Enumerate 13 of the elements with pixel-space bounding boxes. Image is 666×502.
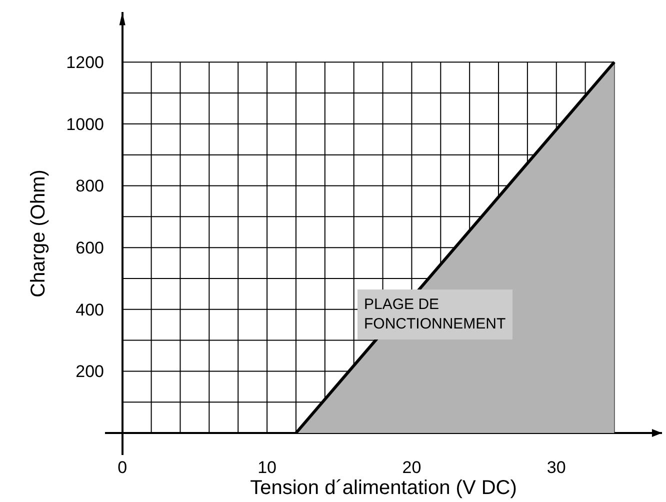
- y-tick-label: 400: [76, 300, 104, 320]
- x-tick-label: 10: [258, 458, 276, 477]
- y-tick-label: 1200: [66, 53, 104, 72]
- y-tick-label: 600: [76, 238, 104, 258]
- y-tick-label: 800: [76, 176, 104, 196]
- x-tick-label: 0: [118, 458, 128, 477]
- x-tick-label: 20: [402, 458, 422, 477]
- annotation: PLAGE DE FONCTIONNEMENT: [364, 296, 506, 332]
- x-axis-title: Tension d´alimentation (V DC): [250, 477, 517, 499]
- y-tick-label: 200: [76, 362, 104, 382]
- x-tick-label: 30: [546, 458, 566, 477]
- y-tick-label: 1000: [66, 114, 104, 134]
- y-axis-title: Charge (Ohm): [28, 170, 50, 298]
